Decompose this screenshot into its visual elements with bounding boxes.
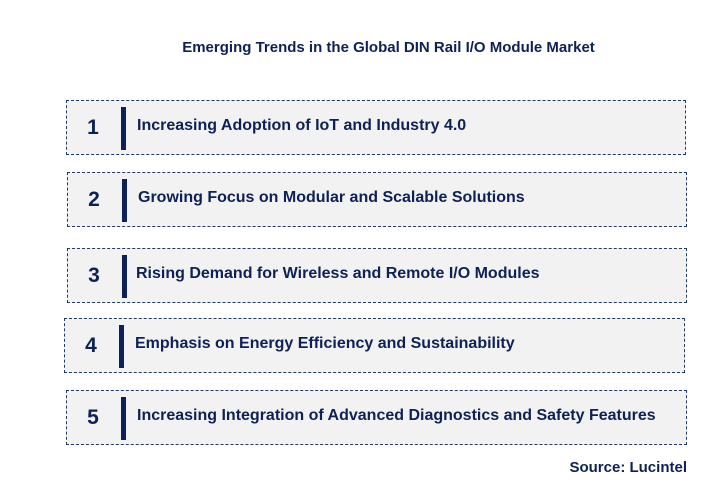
diagram-title: Emerging Trends in the Global DIN Rail I… (182, 39, 595, 56)
trend-label: Emphasis on Energy Efficiency and Sustai… (135, 334, 515, 352)
trend-number: 2 (88, 187, 100, 211)
trend-number: 1 (87, 115, 99, 139)
trend-label: Rising Demand for Wireless and Remote I/… (136, 264, 540, 282)
trend-number: 5 (87, 405, 99, 429)
trend-number: 3 (88, 263, 100, 287)
trend-number: 4 (85, 333, 97, 357)
divider-bar (121, 107, 126, 150)
trend-label: Increasing Adoption of IoT and Industry … (137, 116, 467, 134)
divider-bar (119, 325, 124, 368)
trend-item-4: 4 Emphasis on Energy Efficiency and Sust… (64, 318, 685, 373)
trend-item-1: 1 Increasing Adoption of IoT and Industr… (66, 100, 686, 155)
trend-item-5: 5 Increasing Integration of Advanced Dia… (66, 390, 687, 445)
divider-bar (122, 255, 127, 298)
trend-item-3: 3 Rising Demand for Wireless and Remote … (67, 248, 687, 303)
source-label: Source: Lucintel (569, 459, 687, 476)
trend-label: Increasing Integration of Advanced Diagn… (137, 406, 656, 424)
trend-item-2: 2 Growing Focus on Modular and Scalable … (67, 172, 687, 227)
divider-bar (122, 179, 127, 222)
trend-label: Growing Focus on Modular and Scalable So… (138, 188, 525, 206)
divider-bar (121, 397, 126, 440)
